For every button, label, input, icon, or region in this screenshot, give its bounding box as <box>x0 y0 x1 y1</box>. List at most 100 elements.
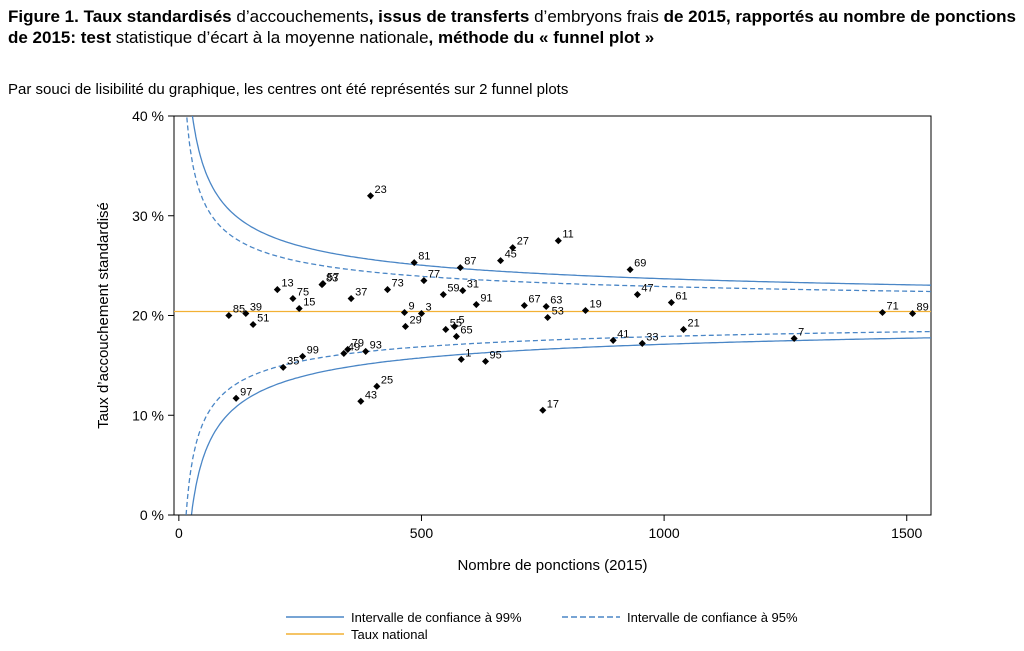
data-point-label: 91 <box>480 293 492 305</box>
data-point-label: 61 <box>675 291 687 303</box>
x-tick-label: 500 <box>410 525 434 541</box>
data-point-label: 7 <box>798 326 804 338</box>
data-point <box>456 264 464 272</box>
data-point-label: 89 <box>917 302 929 314</box>
data-point <box>442 325 450 334</box>
data-point <box>400 308 409 317</box>
data-point <box>497 257 505 265</box>
data-point-label: 3 <box>425 302 431 314</box>
data-point-label: 75 <box>297 287 309 299</box>
data-point <box>357 397 365 405</box>
data-point <box>544 313 552 322</box>
data-point <box>417 309 426 318</box>
funnel-95-lower-line <box>185 330 931 515</box>
data-point <box>457 355 465 363</box>
x-axis-label: Nombre de ponctions (2015) <box>457 557 647 574</box>
figure-title: Figure 1. Taux standardisés d’accoucheme… <box>8 6 1016 48</box>
data-point <box>289 295 297 303</box>
data-point <box>509 244 517 252</box>
data-point <box>225 311 233 320</box>
data-point-label: 29 <box>409 314 421 326</box>
data-point <box>633 291 641 299</box>
title-part: d’accouchements <box>231 7 369 26</box>
title-part: d’embryons frais <box>529 7 664 26</box>
data-point-label: 51 <box>257 312 269 324</box>
data-point-label: 69 <box>634 258 646 270</box>
data-point <box>450 322 459 331</box>
data-point-label: 1 <box>465 347 471 359</box>
data-point-label: 45 <box>505 249 517 261</box>
x-tick-label: 1000 <box>649 525 680 541</box>
data-point <box>347 295 355 303</box>
x-tick-label: 1500 <box>891 525 922 541</box>
data-point <box>638 339 646 347</box>
y-tick-label: 20 % <box>132 308 164 324</box>
data-point <box>232 394 240 402</box>
data-point-label: 15 <box>303 297 315 309</box>
data-point-label: 17 <box>547 398 559 410</box>
data-point-label: 11 <box>562 229 573 241</box>
data-point-label: 33 <box>646 331 658 343</box>
data-point <box>249 320 257 329</box>
data-point <box>420 277 428 285</box>
funnel-99-upper-line <box>191 116 931 286</box>
data-point-label: 41 <box>617 328 629 340</box>
data-point-label: 13 <box>281 278 293 290</box>
y-tick-label: 10 % <box>132 407 164 423</box>
data-point-label: 93 <box>370 339 382 351</box>
data-point-label: 19 <box>589 299 601 311</box>
data-point-label: 39 <box>250 302 262 314</box>
data-point-label: 77 <box>428 269 440 281</box>
data-point-label: 47 <box>641 283 653 295</box>
x-tick-label: 0 <box>175 525 183 541</box>
data-point-label: 73 <box>392 278 404 290</box>
data-point-label: 5 <box>458 314 464 326</box>
data-point <box>362 347 370 355</box>
y-tick-label: 40 % <box>132 108 164 124</box>
data-point-label: 27 <box>517 236 529 248</box>
title-part: statistique d’écart à la moyenne nationa… <box>111 28 429 47</box>
data-point-label: 49 <box>348 341 360 353</box>
data-point-label: 95 <box>490 349 502 361</box>
data-point <box>452 332 460 340</box>
data-point <box>626 266 634 274</box>
data-point-label: 37 <box>355 287 367 299</box>
data-point <box>273 286 281 294</box>
data-point <box>373 382 381 390</box>
data-point <box>679 325 688 334</box>
data-point-label: 9 <box>408 301 414 313</box>
data-point-label: 57 <box>327 272 339 284</box>
data-point <box>481 357 490 365</box>
legend: Intervalle de confiance à 99% Intervalle … <box>286 610 798 642</box>
figure-subtitle: Par souci de lisibilité du graphique, le… <box>8 81 569 98</box>
data-point-label: 97 <box>240 386 252 398</box>
data-point <box>299 352 307 360</box>
title-part: , issus de transferts <box>368 7 530 26</box>
y-tick-label: 30 % <box>132 208 164 224</box>
legend-label: Taux national <box>351 627 428 642</box>
data-point-label: 85 <box>233 304 245 316</box>
data-point <box>319 280 327 288</box>
data-point <box>340 349 348 357</box>
data-point-label: 79 <box>352 337 364 349</box>
data-point-label: 67 <box>528 294 540 306</box>
data-point <box>790 334 798 342</box>
data-point <box>366 192 375 200</box>
data-point-label: 35 <box>287 355 299 367</box>
data-point <box>542 302 550 311</box>
data-point-label: 31 <box>467 279 479 291</box>
data-point-label: 87 <box>464 256 476 268</box>
data-point-label: 99 <box>307 344 319 356</box>
data-point <box>439 291 447 299</box>
data-point <box>459 287 467 295</box>
data-point-label: 65 <box>460 324 472 336</box>
legend-label: Intervalle de confiance à 99% <box>351 610 522 625</box>
data-point-label: 63 <box>550 295 562 307</box>
y-tick-label: 0 % <box>140 507 164 523</box>
data-point <box>609 336 617 344</box>
data-point <box>242 309 250 318</box>
data-point-label: 59 <box>447 283 459 295</box>
data-point <box>472 300 480 309</box>
data-point <box>554 237 562 245</box>
